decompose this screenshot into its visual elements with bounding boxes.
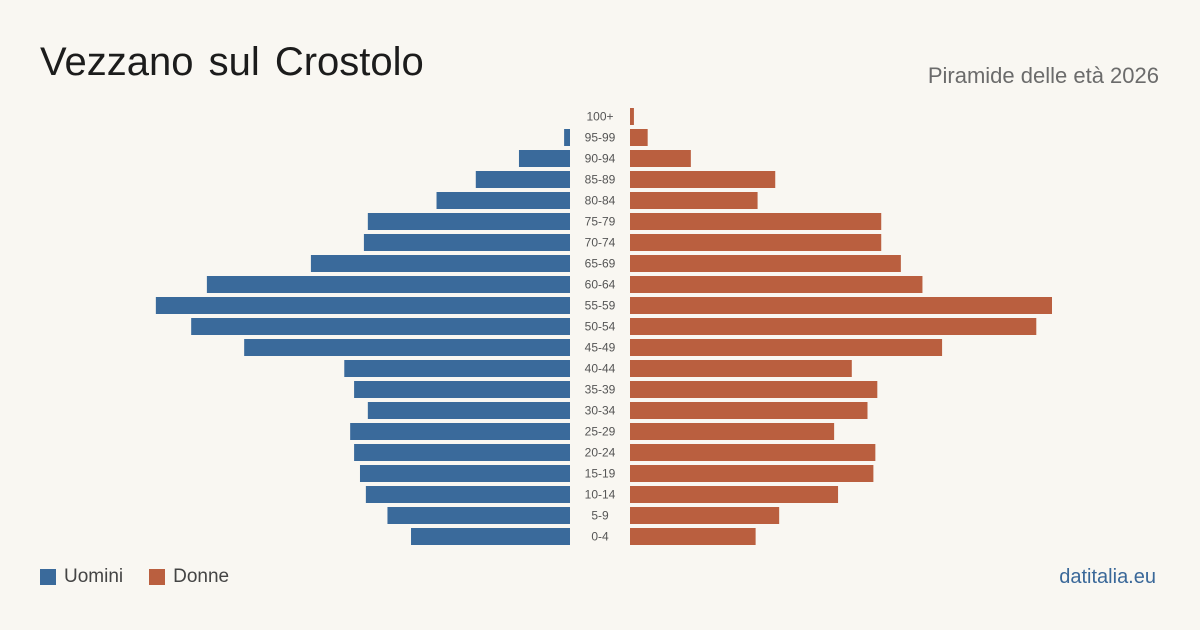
bar-women-85-89 [630, 171, 776, 188]
bar-men-35-39 [354, 381, 570, 398]
bar-women-30-34 [630, 402, 868, 419]
bar-men-85-89 [475, 171, 570, 188]
bar-men-60-64 [206, 276, 570, 293]
legend-label-men: Uomini [64, 566, 124, 587]
legend-label-women: Donne [173, 566, 230, 587]
bar-women-25-29 [630, 423, 835, 440]
bar-men-45-49 [244, 339, 570, 356]
bar-men-75-79 [367, 213, 570, 230]
legend: Uomini Donne [40, 566, 229, 588]
bar-women-75-79 [630, 213, 882, 230]
age-tick-label: 100+ [586, 110, 613, 124]
bar-men-5-9 [387, 507, 570, 524]
bar-women-55-59 [630, 297, 1052, 314]
age-tick-label: 70-74 [585, 236, 616, 250]
legend-swatch-women [149, 569, 166, 585]
age-tick-label: 0-4 [591, 530, 609, 544]
bar-men-55-59 [155, 297, 570, 314]
bar-women-90-94 [630, 150, 691, 167]
legend-swatch-men [40, 569, 56, 585]
age-tick-label: 45-49 [585, 341, 616, 355]
bar-women-100plus [630, 108, 634, 125]
age-tick-label: 75-79 [585, 215, 616, 229]
bar-men-90-94 [518, 150, 570, 167]
bar-women-70-74 [630, 234, 882, 251]
bar-men-25-29 [350, 423, 570, 440]
bar-men-20-24 [354, 444, 570, 461]
age-tick-label: 10-14 [585, 488, 616, 502]
age-tick-label: 60-64 [585, 278, 616, 292]
bar-women-5-9 [630, 507, 780, 524]
age-tick-label: 40-44 [585, 362, 616, 376]
bar-women-0-4 [630, 528, 756, 545]
age-tick-label: 15-19 [585, 467, 616, 481]
age-tick-label: 50-54 [585, 320, 616, 334]
age-tick-label: 80-84 [585, 194, 616, 208]
bar-men-40-44 [344, 360, 570, 377]
bar-women-35-39 [630, 381, 878, 398]
bar-men-65-69 [310, 255, 570, 272]
legend-item-men: Uomini [40, 566, 123, 588]
chart-subtitle: Piramide delle età 2026 [927, 63, 1159, 88]
bar-women-65-69 [630, 255, 901, 272]
age-tick-label: 65-69 [585, 257, 616, 271]
age-tick-label: 55-59 [585, 299, 616, 313]
age-tick-label: 95-99 [585, 131, 616, 145]
bar-men-0-4 [411, 528, 570, 545]
bar-men-10-14 [365, 486, 570, 503]
bar-women-80-84 [630, 192, 758, 209]
bar-men-80-84 [436, 192, 570, 209]
age-tick-label: 20-24 [585, 446, 616, 460]
bar-women-40-44 [630, 360, 852, 377]
age-tick-label: 5-9 [591, 509, 609, 523]
age-tick-label: 90-94 [585, 152, 616, 166]
bar-women-60-64 [630, 276, 923, 293]
legend-item-women: Donne [149, 566, 229, 588]
chart-title: Vezzano sul Crostolo [40, 40, 424, 84]
bar-women-50-54 [630, 318, 1037, 335]
bar-women-10-14 [630, 486, 839, 503]
bar-women-20-24 [630, 444, 876, 461]
bar-men-70-74 [363, 234, 570, 251]
age-tick-label: 85-89 [585, 173, 616, 187]
bar-men-30-34 [367, 402, 570, 419]
age-tick-label: 25-29 [585, 425, 616, 439]
brand-link[interactable]: datitalia.eu [1059, 566, 1156, 588]
bar-men-95-99 [564, 129, 570, 146]
age-tick-label: 35-39 [585, 383, 616, 397]
bar-women-95-99 [630, 129, 648, 146]
bar-men-15-19 [359, 465, 570, 482]
bar-women-45-49 [630, 339, 943, 356]
bar-women-15-19 [630, 465, 874, 482]
bar-men-50-54 [191, 318, 570, 335]
age-tick-label: 30-34 [585, 404, 616, 418]
